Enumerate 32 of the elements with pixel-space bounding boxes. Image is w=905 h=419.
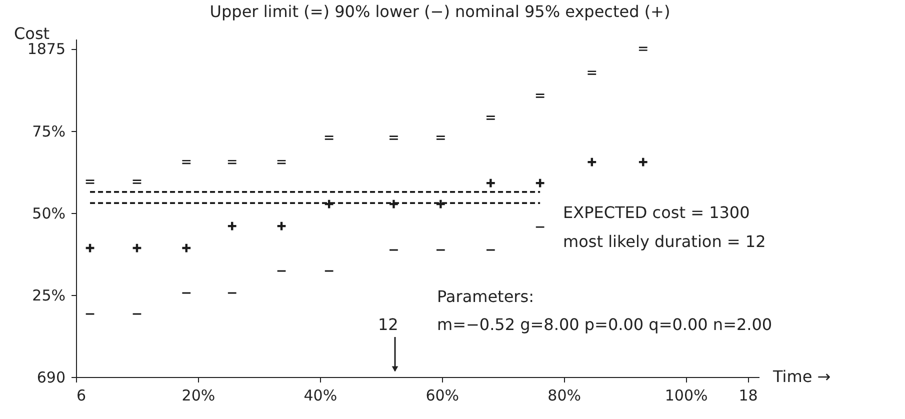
y-tick-label: 75% xyxy=(32,122,66,140)
point xyxy=(132,242,142,254)
point xyxy=(638,156,648,168)
y2-axis-title: Cost xyxy=(14,24,50,43)
point xyxy=(276,220,287,232)
x-tick-label: 20% xyxy=(182,386,216,404)
y-tick-label: 25% xyxy=(32,286,66,304)
x-tick-label: 60% xyxy=(426,386,460,404)
y2-tick-label: 1875 xyxy=(27,40,66,58)
annotation: 12 xyxy=(378,315,398,334)
point xyxy=(485,178,496,188)
point xyxy=(534,178,546,188)
x2-tick-label: 18 xyxy=(738,386,758,404)
x-axis-title: Time → xyxy=(772,367,831,386)
chart-title: Upper limit (=) 90% lower (−) nominal 95% expected (+) xyxy=(210,2,670,21)
x-tick-label: 40% xyxy=(304,386,338,404)
x-tick-label: 100% xyxy=(664,386,708,404)
point xyxy=(435,198,446,210)
point xyxy=(586,156,598,168)
x-tick-label: 80% xyxy=(548,386,582,404)
point xyxy=(84,242,96,254)
point xyxy=(324,198,334,210)
y-tick-label: 50% xyxy=(32,204,66,222)
y2-tick-label: 690 xyxy=(36,368,66,386)
point xyxy=(388,198,399,210)
annotation: most likely duration = 12 xyxy=(563,232,766,251)
point xyxy=(226,220,238,232)
annotation: EXPECTED cost = 1300 xyxy=(563,203,750,222)
annotation: m=−0.52 g=8.00 p=0.00 q=0.00 n=2.00 xyxy=(437,315,772,334)
x2-tick-label: 6 xyxy=(76,386,86,404)
point xyxy=(181,242,192,254)
annotation: Parameters: xyxy=(437,287,534,306)
